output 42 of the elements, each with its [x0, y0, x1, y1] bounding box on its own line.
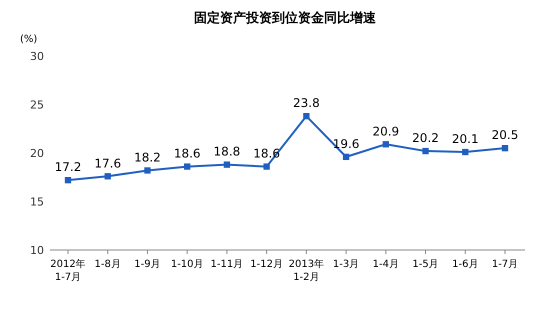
x-tick-label: 1-12月: [250, 259, 283, 270]
x-tick-label: 1-3月: [332, 259, 360, 270]
point: [422, 148, 429, 154]
x-tick-label: 1-9月: [134, 259, 161, 270]
y-tick-label: 30: [30, 50, 44, 63]
x-tick-label: 1-10月: [170, 259, 204, 270]
data-label: 17.6: [94, 156, 122, 170]
data-label: 19.6: [332, 136, 360, 151]
point: [104, 173, 111, 180]
point: [144, 167, 151, 174]
data-label: 18.2: [134, 150, 161, 164]
y-tick-label: 25: [30, 98, 44, 112]
point: [382, 141, 389, 148]
x-tick-label: 1-5月: [412, 259, 439, 270]
data-label: 20.2: [412, 131, 439, 146]
x-tick-label: 1-4月: [372, 259, 399, 270]
point: [224, 161, 230, 168]
point: [462, 148, 468, 156]
x-tick-label: 2012年 1-7月: [50, 258, 86, 283]
data-label: 17.2: [54, 160, 82, 174]
y-axis-title: (%): [20, 34, 38, 45]
data-label: 20.1: [452, 132, 479, 146]
point: [263, 163, 270, 170]
x-tick-label: 2013年 1-2月: [288, 258, 324, 283]
x-tick-label: 1-8月: [94, 259, 121, 270]
point: [342, 154, 350, 160]
point: [303, 112, 310, 120]
y-tick-label: 10: [30, 244, 44, 257]
y-tick-label: 15: [30, 196, 44, 208]
y-tick-label: 20: [30, 147, 44, 160]
data-label: 20.9: [372, 124, 400, 138]
x-tick-label: 1-6月: [452, 259, 478, 270]
data-label: 20.5: [492, 128, 518, 142]
data-label: 18.6: [174, 146, 201, 161]
x-tick-label: 1-11月: [210, 259, 244, 270]
point: [502, 144, 508, 152]
chart-title: 固定资产投资到位资金同比增速: [194, 10, 377, 26]
point: [64, 177, 72, 184]
data-label: 18.8: [214, 144, 240, 159]
point: [184, 163, 190, 170]
x-tick-label: 1-7月: [492, 259, 518, 270]
data-label: 23.8: [293, 96, 320, 110]
